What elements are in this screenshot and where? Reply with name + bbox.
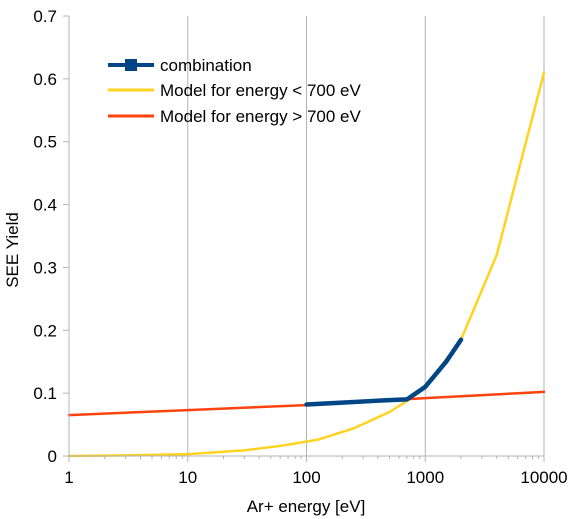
legend-label-model-high: Model for energy > 700 eV [160,107,361,126]
legend-label-model-low: Model for energy < 700 eV [160,81,361,100]
x-tick-label: 1 [64,468,73,487]
y-tick-label: 0.7 [33,7,57,26]
y-tick-label: 0.3 [33,258,57,277]
y-tick-label: 0 [48,447,57,466]
series-layer [67,71,546,458]
legend: combination Model for energy < 700 eV Mo… [108,56,361,126]
y-tick-label: 0.4 [33,196,57,215]
legend-entry-model-low: Model for energy < 700 eV [108,81,361,100]
y-tick-label: 0.2 [33,321,57,340]
x-tick-label: 1000 [406,468,444,487]
tick-labels: 0 0.1 0.2 0.3 0.4 0.5 0.6 0.7 1 10 100 1000 10000 [33,7,567,487]
y-tick-label: 0.1 [33,384,57,403]
legend-entry-model-high: Model for energy > 700 eV [108,107,361,126]
x-tick-label: 100 [292,468,320,487]
y-axis-title: SEE Yield [3,212,22,288]
x-axis-title: Ar+ energy [eV] [247,497,366,516]
legend-label-combination: combination [160,56,252,75]
legend-marker-combination [125,59,137,71]
y-tick-label: 0.5 [33,133,57,152]
x-tick-label: 10 [178,468,197,487]
axes [63,15,545,462]
x-tick-label: 10000 [520,468,567,487]
y-tick-label: 0.6 [33,70,57,89]
series-line-combination [304,337,464,407]
legend-entry-combination: combination [108,56,252,75]
